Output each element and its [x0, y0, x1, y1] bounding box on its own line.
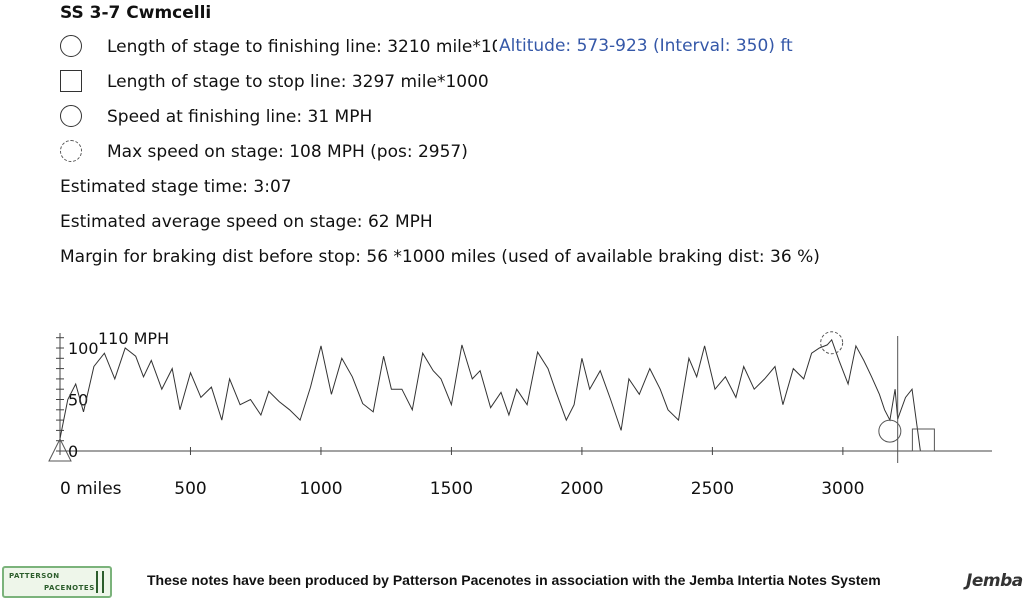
- x-tick-label: 3000: [821, 479, 864, 499]
- stop-line-square-icon: [60, 70, 82, 92]
- x-tick-label: 1500: [430, 479, 473, 499]
- x-tick-label: 2500: [691, 479, 734, 499]
- footer-credit-text: These notes have been produced by Patter…: [147, 572, 881, 588]
- max-speed-dashed-circle-icon: [60, 140, 82, 162]
- patterson-pacenotes-logo: PATTERSON PACENOTES: [2, 566, 112, 598]
- x-tick-label: 500: [174, 479, 206, 499]
- max-speed-text: Max speed on stage: 108 MPH (pos: 2957): [107, 142, 468, 162]
- max-speed-circle-icon: [820, 331, 844, 355]
- finish-speed-circle-icon: [60, 105, 82, 127]
- y-tick-label: 0: [68, 442, 78, 461]
- finish-speed-text: Speed at finishing line: 31 MPH: [107, 107, 373, 127]
- braking-margin-text: Margin for braking dist before stop: 56 …: [60, 247, 820, 267]
- x-tick-label: 0 miles: [60, 479, 122, 499]
- speed-line: [59, 338, 899, 439]
- jemba-logo: Jemba: [966, 571, 1023, 591]
- stage-title: SS 3-7 Cwmcelli: [60, 3, 212, 23]
- speed-tail-line: [897, 387, 921, 452]
- finish-length-text: Length of stage to finishing line: 3210 …: [107, 37, 525, 57]
- y-tick-label: 50: [68, 391, 88, 410]
- altitude-text: Altitude: 573-923 (Interval: 350) ft: [497, 36, 793, 56]
- stop-length-text: Length of stage to stop line: 3297 mile*…: [107, 72, 489, 92]
- avg-speed-text: Estimated average speed on stage: 62 MPH: [60, 212, 433, 232]
- stop-square-icon: [911, 428, 935, 452]
- finish-line-circle-icon: [60, 35, 82, 57]
- x-tick-label: 2000: [560, 479, 603, 499]
- stage-time-text: Estimated stage time: 3:07: [60, 177, 292, 197]
- series-label: 110 MPH: [98, 329, 169, 348]
- finish-speed-circle-icon: [878, 419, 902, 443]
- y-tick-label: 100: [68, 339, 99, 358]
- start-triangle-icon: [48, 437, 72, 462]
- x-tick-label: 1000: [299, 479, 342, 499]
- speed-profile-chart: 0 miles 500 1000 1500 2000 2500 3000 0 50 100110 …: [48, 329, 992, 499]
